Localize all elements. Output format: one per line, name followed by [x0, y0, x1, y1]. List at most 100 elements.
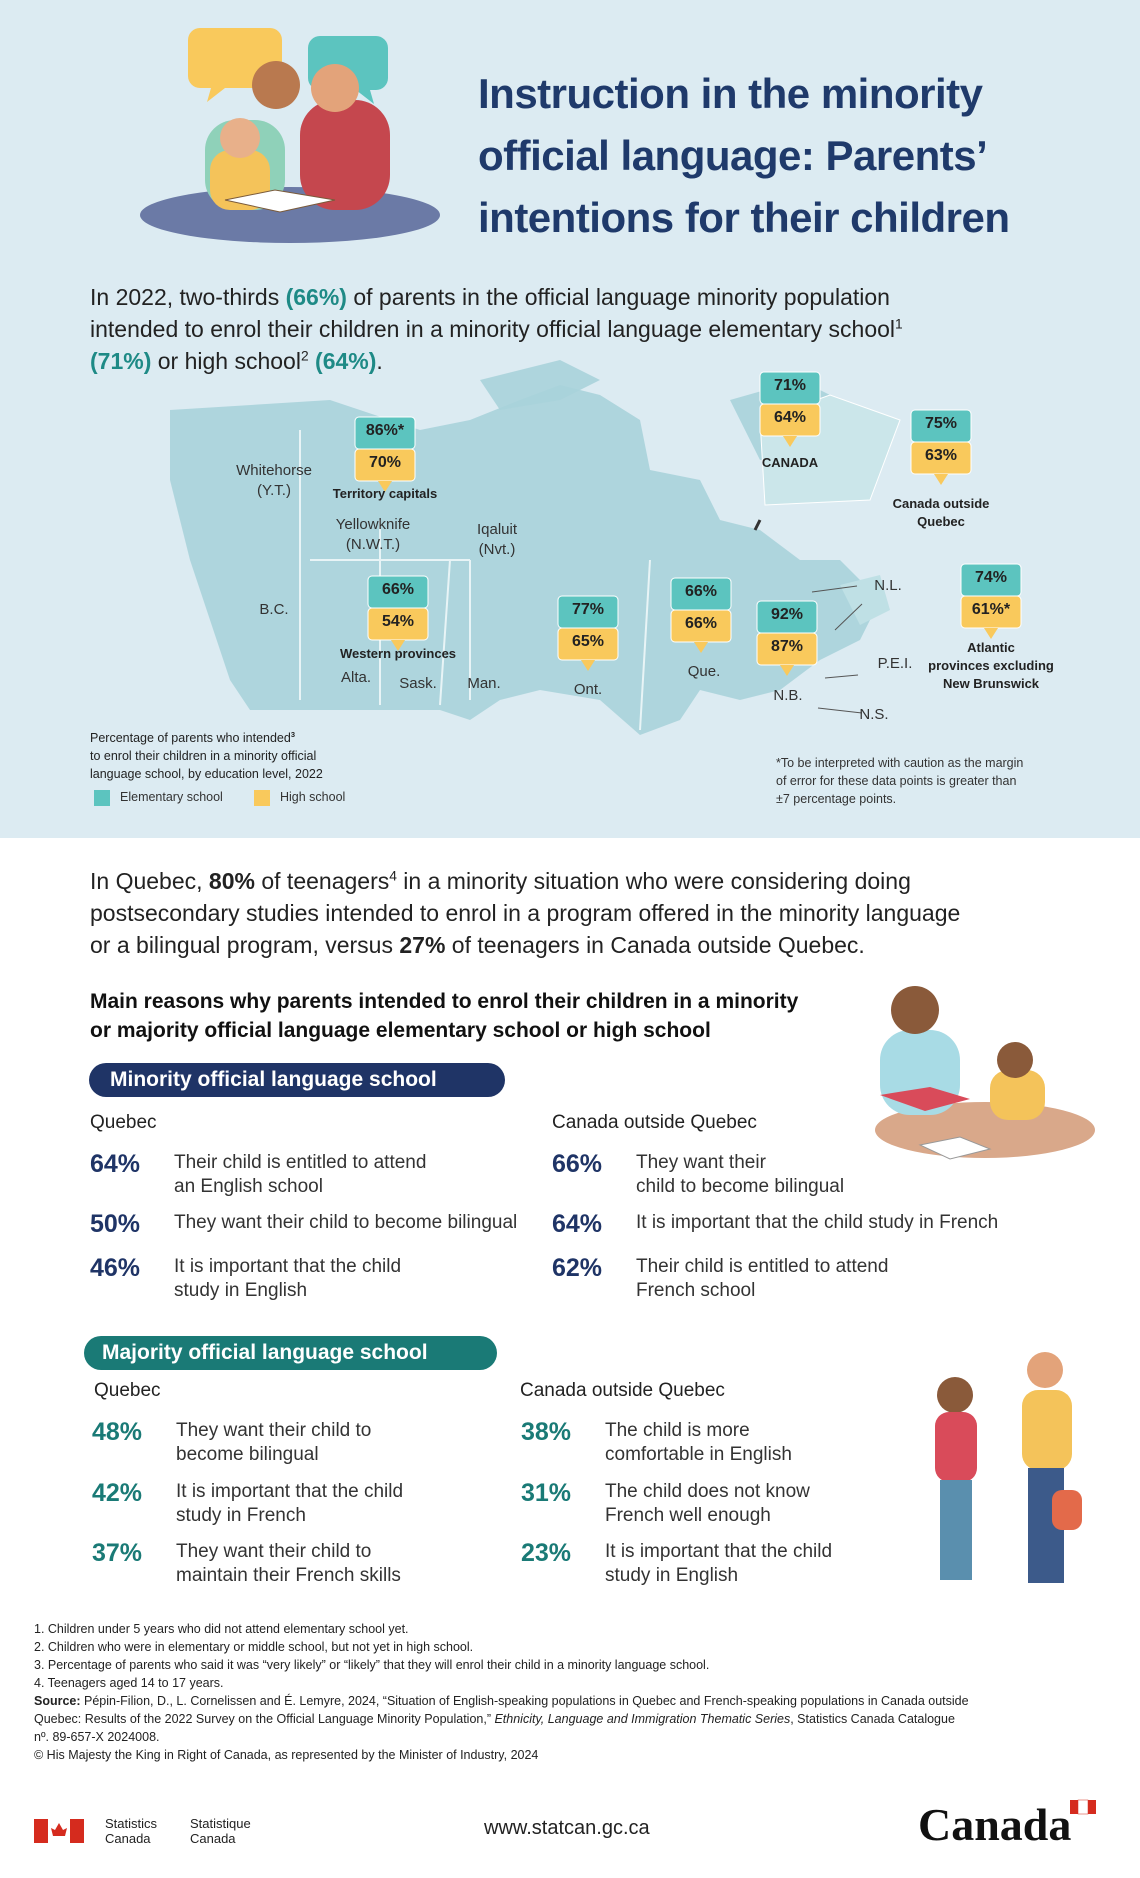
elementary-value: 74% — [974, 569, 1008, 586]
text-segment: Ethnicity, Language and Immigration Them… — [494, 1712, 791, 1726]
reason-percent: 31% — [521, 1479, 572, 1507]
text-segment: intended to enrol their children in a mi… — [90, 316, 896, 342]
text-segment: of parents in the official language mino… — [346, 284, 890, 310]
reason-text: French well enough — [605, 1505, 771, 1526]
region-name: Western provinces — [339, 646, 457, 661]
place-label: (Nvt.) — [478, 541, 516, 558]
reason-text: study in French — [176, 1505, 306, 1526]
footnote-line: 1. Children under 5 years who did not at… — [34, 1622, 409, 1636]
text-segment: postsecondary studies intended to enrol … — [90, 900, 961, 926]
text-segment: 1 — [895, 316, 903, 332]
region-name: Atlantic — [967, 640, 1015, 655]
text-segment: 27% — [399, 932, 446, 958]
callout — [756, 600, 818, 676]
elementary-value: 66% — [381, 581, 415, 598]
text-segment: 80% — [208, 868, 255, 894]
canada-flag-logo — [34, 1799, 1096, 1843]
text-segment: 2. Children who were in elementary or mi… — [34, 1640, 474, 1654]
callout — [960, 563, 1022, 639]
reason-text: They want their — [636, 1152, 766, 1173]
callout-pointer — [378, 481, 392, 492]
reason-percent: 38% — [521, 1418, 572, 1446]
text-segment: (64%) — [308, 348, 377, 374]
reason-text: study in English — [174, 1280, 308, 1301]
footnote-line: nº. 89-657-X 2024008. — [34, 1730, 160, 1744]
reason-text: Their child is entitled to attend — [636, 1256, 889, 1277]
place-label: Que. — [687, 663, 721, 680]
elementary-value: 71% — [773, 377, 807, 394]
agency-name-en: Statistics — [105, 1816, 158, 1831]
text-segment: 3 — [290, 729, 296, 739]
website-url: www.statcan.gc.ca — [484, 1817, 650, 1839]
text-segment: Percentage of parents who intended — [90, 731, 291, 745]
legend-title: Percentage of parents who intended3 — [90, 731, 295, 745]
high-school-value: 65% — [571, 633, 605, 650]
legend-title: to enrol their children in a minority of… — [90, 749, 316, 763]
place-label: Ont. — [573, 681, 603, 698]
study-illustration — [875, 986, 1095, 1160]
footnote-line: © His Majesty the King in Right of Canad… — [34, 1748, 538, 1762]
text-segment: or a bilingual program, versus — [90, 932, 400, 958]
elementary-value: 86%* — [365, 422, 405, 439]
legend-label: High school — [280, 790, 346, 804]
leader-line — [817, 707, 863, 714]
reason-text: study in English — [605, 1565, 739, 1586]
region-name: New Brunswick — [942, 676, 1040, 691]
text-segment: , Statistics Canada Catalogue — [790, 1712, 955, 1726]
note-line: *To be interpreted with caution as the m… — [776, 756, 1024, 770]
footnote-line: Source: Pépin-Filion, D., L. Cornelissen… — [34, 1694, 969, 1708]
high-school-value: 87% — [770, 638, 804, 655]
callout-pointer — [694, 642, 708, 653]
reason-percent: 37% — [92, 1539, 143, 1567]
text-segment: of teenagers in Canada outside Quebec. — [445, 932, 865, 958]
footnote-line: 3. Percentage of parents who said it was… — [34, 1658, 709, 1672]
text-segment: Pépin-Filion, D., L. Cornelissen and É. … — [80, 1694, 969, 1708]
elementary-value: 66% — [684, 583, 718, 600]
reasons-title: Main reasons why parents intended to enr… — [90, 990, 799, 1013]
callout-pointer — [581, 660, 595, 671]
elementary-value: 75% — [924, 415, 958, 432]
reason-percent: 62% — [552, 1254, 603, 1282]
reason-percent: 23% — [521, 1539, 572, 1567]
reasons-title: or majority official language elementary… — [90, 1019, 711, 1042]
reason-text: They want their child to — [176, 1420, 372, 1441]
footnote-line: 4. Teenagers aged 14 to 17 years. — [34, 1676, 224, 1690]
text-segment: to enrol their children in a minority of… — [90, 749, 317, 763]
leader-line — [824, 674, 859, 679]
region-name: Territory capitals — [332, 486, 438, 501]
reason-percent: 42% — [92, 1479, 143, 1507]
reason-text: They want their child to — [176, 1541, 372, 1562]
elementary-value: 77% — [571, 601, 605, 618]
callout-pointer — [780, 665, 794, 676]
place-label: P.E.I. — [877, 655, 913, 672]
agency-name-fr: Statistique — [190, 1816, 251, 1831]
reason-text: The child is more — [605, 1420, 750, 1441]
reason-text: It is important that the child study in … — [636, 1212, 999, 1233]
elementary-value: 92% — [770, 606, 804, 623]
text-segment: (71%) — [90, 348, 152, 374]
text-segment: of teenagers — [254, 868, 390, 894]
footnote-line: 2. Children who were in elementary or mi… — [34, 1640, 473, 1654]
region-name: Quebec — [917, 514, 965, 529]
section-title: Majority official language school — [102, 1341, 428, 1364]
reason-text: They want their child to become bilingua… — [174, 1212, 518, 1233]
place-label: Whitehorse — [236, 462, 312, 479]
text-segment: © His Majesty the King in Right of Canad… — [34, 1748, 539, 1762]
leader-line — [834, 603, 863, 631]
high-school-value: 61%* — [971, 601, 1011, 618]
place-label: Iqaluit — [476, 521, 518, 538]
place-label: Alta. — [340, 669, 372, 686]
title-line: official language: Parents’ — [478, 132, 988, 179]
region-name: provinces excluding — [928, 658, 1054, 673]
reason-text: become bilingual — [176, 1444, 319, 1465]
reason-percent: 64% — [90, 1150, 141, 1178]
text-segment: In 2022, two-thirds — [90, 284, 286, 310]
place-label: (Y.T.) — [257, 482, 291, 499]
leader-line — [811, 585, 858, 593]
section-pill — [84, 1336, 497, 1370]
text-segment: Source: — [34, 1694, 81, 1708]
reason-text: child to become bilingual — [636, 1176, 845, 1197]
agency-name-en: Canada — [105, 1831, 151, 1846]
callout-pointer — [934, 474, 948, 485]
